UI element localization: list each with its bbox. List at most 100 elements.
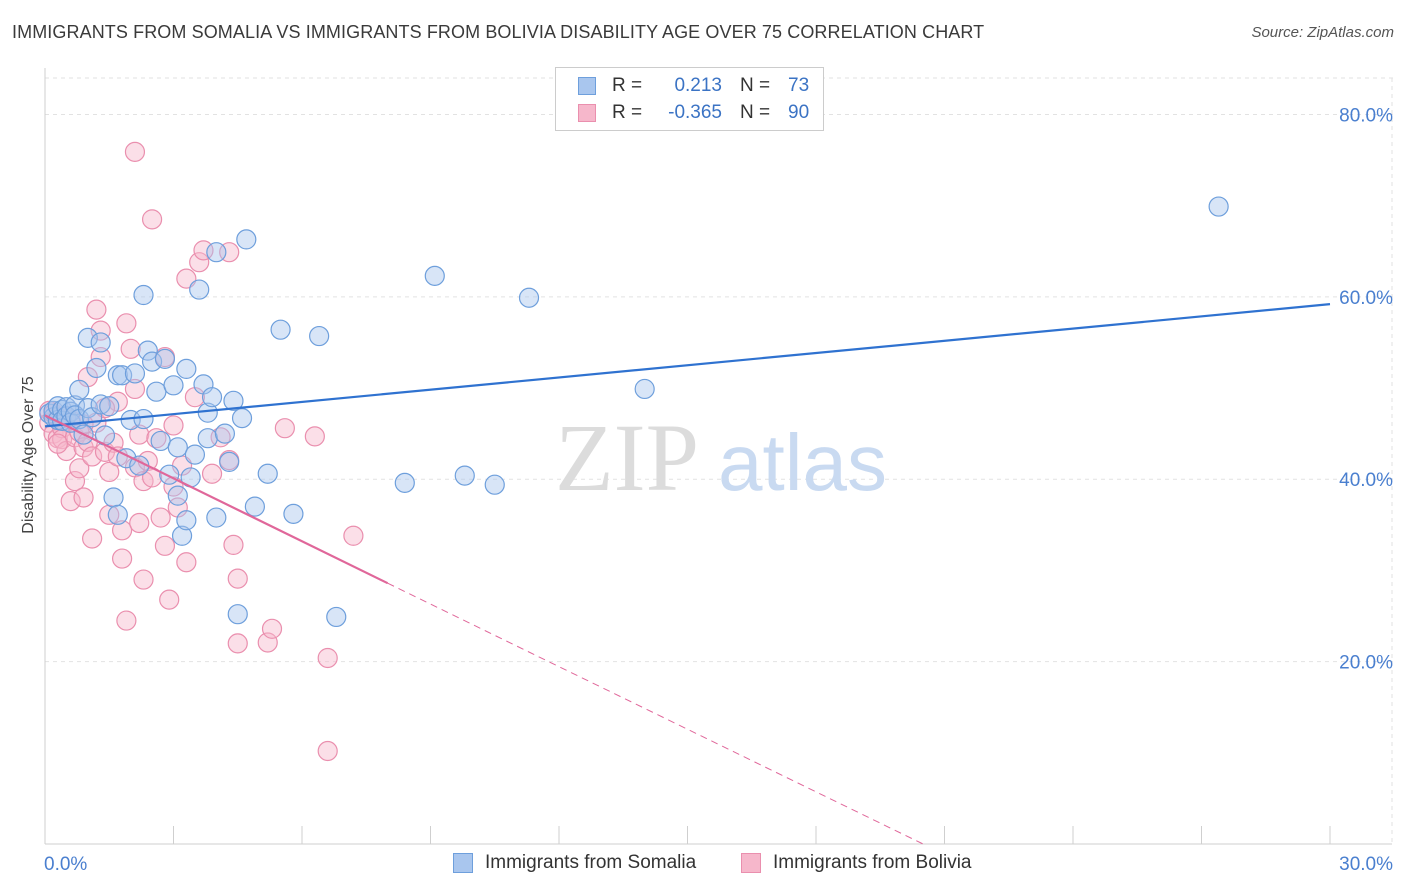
somalia-point bbox=[283, 503, 304, 524]
somalia-point bbox=[107, 365, 128, 386]
watermark-zip: ZIP bbox=[555, 404, 699, 511]
r-value: 0.213 bbox=[674, 75, 722, 96]
bolivia-point bbox=[120, 338, 141, 359]
somalia-point bbox=[223, 390, 244, 411]
somalia-legend-label: Immigrants from Somalia bbox=[485, 852, 697, 873]
bolivia-point bbox=[201, 463, 223, 484]
somalia-legend-swatch bbox=[453, 853, 473, 873]
somalia-point bbox=[167, 437, 188, 458]
bolivia-point bbox=[73, 487, 94, 508]
somalia-point bbox=[394, 472, 415, 493]
bolivia-point bbox=[86, 299, 107, 320]
somalia-point bbox=[326, 606, 347, 628]
somalia-point bbox=[634, 378, 655, 400]
bolivia-point bbox=[343, 525, 364, 546]
somalia-point bbox=[189, 279, 210, 300]
bolivia-swatch bbox=[578, 104, 596, 122]
somalia-point bbox=[154, 348, 176, 369]
somalia-point bbox=[150, 430, 171, 452]
somalia-point bbox=[197, 428, 218, 449]
bolivia-point bbox=[99, 461, 120, 483]
n-value: 90 bbox=[788, 102, 810, 123]
somalia-trend-line bbox=[44, 303, 1331, 428]
bolivia-point bbox=[90, 320, 111, 341]
somalia-point bbox=[214, 423, 235, 444]
somalia-point bbox=[103, 487, 124, 508]
bolivia-point bbox=[116, 610, 137, 631]
r-value: -0.365 bbox=[668, 102, 722, 123]
bolivia-point bbox=[193, 240, 214, 261]
bolivia-point bbox=[227, 633, 248, 654]
bolivia-point bbox=[274, 418, 295, 439]
somalia-point bbox=[236, 229, 257, 250]
bolivia-point bbox=[82, 528, 103, 549]
bolivia-point bbox=[64, 470, 86, 492]
somalia-point bbox=[201, 387, 223, 408]
somalia-point bbox=[424, 265, 445, 286]
somalia-point bbox=[454, 465, 475, 486]
ticks: 20.0% 40.0% 60.0% 80.0% 0.0% 30.0% bbox=[44, 105, 1393, 875]
somalia-point bbox=[244, 496, 265, 517]
bolivia-point bbox=[69, 458, 90, 479]
somalia-point bbox=[270, 319, 291, 340]
somalia-point bbox=[99, 396, 120, 417]
somalia-point bbox=[69, 379, 90, 400]
bolivia-point bbox=[317, 647, 338, 669]
bolivia-point bbox=[90, 346, 111, 368]
watermark: ZIP atlas bbox=[555, 404, 887, 511]
somalia-point bbox=[159, 464, 180, 485]
somalia-point bbox=[107, 504, 128, 525]
bottom-legend-bolivia: Immigrants from Bolivia bbox=[741, 852, 972, 874]
somalia-point bbox=[133, 408, 154, 430]
somalia-points bbox=[39, 196, 1229, 628]
somalia-point bbox=[133, 284, 154, 306]
somalia-point bbox=[227, 604, 248, 625]
somalia-point bbox=[171, 525, 193, 546]
somalia-point bbox=[137, 340, 158, 361]
somalia-point bbox=[257, 463, 278, 484]
bolivia-point bbox=[99, 504, 120, 525]
stats-legend: R = 0.213 N = 73 R = -0.365 N = 90 bbox=[555, 67, 824, 131]
somalia-point bbox=[77, 327, 98, 348]
bolivia-trend-extension bbox=[387, 582, 924, 845]
r-label: R = bbox=[612, 75, 643, 96]
y-tick-label: 40.0% bbox=[1339, 470, 1393, 491]
watermark-atlas: atlas bbox=[718, 418, 887, 507]
somalia-point bbox=[1208, 196, 1229, 217]
n-label: N = bbox=[740, 75, 771, 96]
somalia-point bbox=[167, 485, 188, 506]
bolivia-legend-swatch bbox=[741, 853, 761, 873]
source-label: Source: ZipAtlas.com bbox=[1251, 24, 1394, 41]
axes bbox=[44, 68, 1392, 845]
y-tick-label: 60.0% bbox=[1339, 288, 1393, 309]
bolivia-point bbox=[129, 512, 150, 534]
bolivia-point bbox=[176, 268, 197, 289]
bolivia-point bbox=[317, 740, 338, 762]
y-tick-label: 80.0% bbox=[1339, 105, 1393, 126]
bolivia-point bbox=[47, 433, 68, 454]
somalia-point bbox=[90, 394, 111, 415]
somalia-point bbox=[206, 242, 227, 263]
trend-lines bbox=[44, 303, 1331, 845]
bolivia-point bbox=[227, 568, 248, 589]
bolivia-point bbox=[133, 569, 154, 590]
bolivia-point bbox=[189, 252, 210, 273]
legend-row-bolivia: R = -0.365 N = 90 bbox=[578, 100, 809, 126]
somalia-swatch bbox=[578, 77, 596, 95]
n-value: 73 bbox=[788, 75, 810, 96]
somalia-point bbox=[141, 351, 163, 372]
bolivia-point bbox=[82, 446, 103, 467]
somalia-point bbox=[309, 325, 330, 347]
somalia-point bbox=[206, 507, 227, 528]
bolivia-point bbox=[150, 507, 171, 528]
y-tick-label: 20.0% bbox=[1339, 653, 1393, 674]
bolivia-point bbox=[124, 141, 146, 162]
bolivia-point bbox=[116, 313, 137, 334]
bolivia-point bbox=[159, 589, 180, 610]
bolivia-point bbox=[60, 491, 81, 512]
somalia-point bbox=[146, 381, 167, 402]
somalia-point bbox=[184, 444, 206, 465]
somalia-point bbox=[163, 375, 184, 396]
somalia-point bbox=[176, 358, 197, 379]
bolivia-point bbox=[163, 415, 184, 436]
